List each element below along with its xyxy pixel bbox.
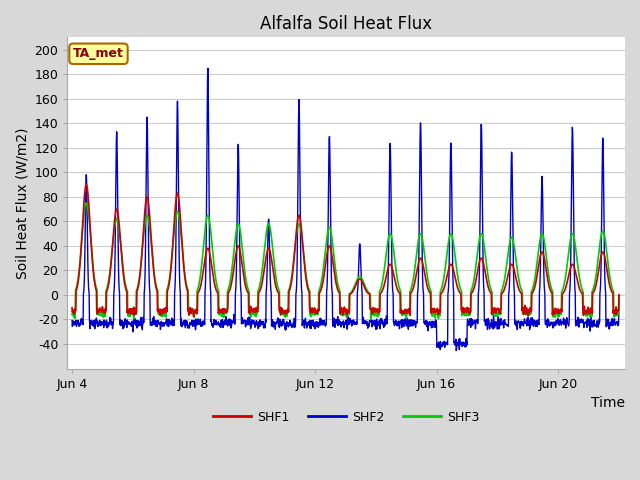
Text: TA_met: TA_met (73, 47, 124, 60)
SHF1 (83, 181, 90, 187)
SHF1 (100, 311, 108, 316)
SHF2 (360, 314, 367, 320)
SHF2 (303, 324, 311, 329)
SHF1 (615, 292, 623, 298)
SHF3 (420, 249, 428, 254)
SHF3 (303, 278, 311, 284)
Line: SHF1: SHF1 (72, 184, 619, 316)
SHF3 (312, 308, 320, 313)
SHF2 (615, 292, 623, 298)
SHF3 (68, 312, 76, 317)
SHF2 (68, 317, 76, 323)
Line: SHF2: SHF2 (72, 68, 619, 350)
SHF3 (540, 238, 548, 243)
SHF1 (420, 268, 428, 274)
SHF1 (540, 255, 548, 261)
SHF2 (452, 348, 460, 353)
SHF2 (204, 65, 212, 71)
SHF2 (420, 318, 428, 324)
Title: Alfalfa Soil Heat Flux: Alfalfa Soil Heat Flux (260, 15, 432, 33)
SHF2 (312, 324, 320, 329)
SHF3 (83, 200, 90, 206)
SHF2 (540, 282, 548, 288)
SHF3 (100, 310, 108, 315)
SHF2 (100, 319, 108, 325)
Legend: SHF1, SHF2, SHF3: SHF1, SHF2, SHF3 (208, 406, 484, 429)
SHF1 (312, 309, 320, 314)
SHF3 (615, 292, 623, 298)
SHF1 (68, 305, 76, 311)
X-axis label: Time: Time (591, 396, 625, 410)
Line: SHF3: SHF3 (72, 203, 619, 319)
SHF1 (303, 283, 311, 289)
Y-axis label: Soil Heat Flux (W/m2): Soil Heat Flux (W/m2) (15, 127, 29, 279)
SHF3 (367, 316, 375, 322)
SHF1 (190, 313, 198, 319)
SHF1 (360, 282, 367, 288)
SHF3 (360, 279, 367, 285)
